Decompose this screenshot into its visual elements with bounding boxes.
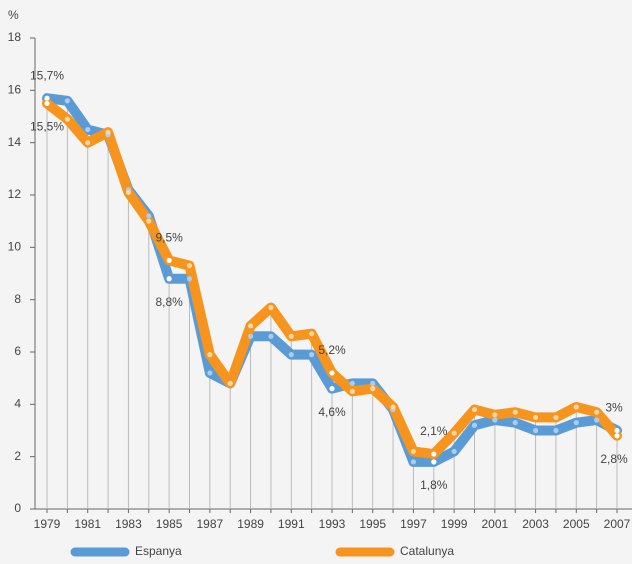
point [85,140,91,146]
y-tick-label: 16 [8,83,22,97]
point [471,422,478,428]
point [146,218,152,224]
point [186,276,193,282]
point [349,380,355,386]
x-tick-label: 1981 [74,517,101,531]
point [85,126,91,133]
point [44,95,50,101]
y-tick-label: 6 [14,344,21,358]
point [471,406,478,413]
point [247,323,254,329]
value-label: 2,8% [600,452,628,466]
point [553,414,559,421]
point [532,414,539,421]
value-label: 2,1% [420,424,448,438]
point [166,257,172,264]
point [410,448,417,455]
point [532,427,539,434]
point [410,459,417,465]
value-label: 1,8% [420,478,448,492]
point [431,451,437,457]
point [329,386,335,392]
y-tick-label: 14 [8,135,22,149]
point [186,263,193,269]
point [105,129,111,135]
y-tick-label: 10 [8,240,22,254]
y-tick-label: 0 [14,501,21,515]
point [125,189,132,195]
value-label: 9,5% [155,231,183,245]
point [492,412,498,418]
point [288,352,294,358]
point [146,213,152,219]
point [309,331,315,337]
point [512,409,518,415]
value-label: 8,8% [155,295,183,309]
point [64,116,70,122]
y-tick-label: 8 [14,292,21,306]
point [227,380,233,386]
x-tick-label: 1995 [359,517,386,531]
point [594,409,600,415]
x-tick-label: 2003 [522,517,549,531]
point [553,427,559,434]
point [166,276,172,282]
x-tick-label: 1993 [319,517,346,531]
point [573,404,579,410]
x-tick-label: 1999 [441,517,468,531]
point [370,386,376,392]
point [268,304,274,311]
y-tick-label: 2 [14,449,21,463]
value-label: 4,6% [318,405,346,419]
x-tick-label: 1989 [237,517,264,531]
legend-label: Catalunya [400,544,454,558]
point [431,459,437,465]
value-label: 5,2% [318,343,346,357]
point [512,420,518,426]
point [451,430,457,436]
point [349,388,355,394]
x-tick-label: 2005 [563,517,590,531]
point [309,352,315,358]
point [614,433,620,439]
x-tick-label: 1991 [278,517,305,531]
legend-label: Espanya [135,544,182,558]
point [329,370,335,376]
x-tick-label: 2001 [482,517,509,531]
x-tick-label: 1997 [400,517,427,531]
y-tick-label: 4 [14,397,21,411]
point [390,404,396,410]
point [207,370,213,376]
point [614,427,620,434]
point [451,448,457,455]
point [370,380,376,386]
point [573,420,579,426]
x-tick-label: 1987 [197,517,224,531]
x-tick-label: 1983 [115,517,142,531]
value-label: 15,5% [30,120,64,134]
x-tick-label: 1979 [34,517,61,531]
point [594,417,600,423]
value-label: 15,7% [30,68,64,82]
point [44,100,50,107]
y-axis-label: % [8,8,19,22]
point [247,333,254,339]
point [207,352,213,358]
y-tick-label: 12 [8,187,22,201]
point [492,417,498,423]
point [268,333,274,339]
point [288,333,294,339]
x-tick-label: 2007 [604,517,631,531]
point [64,98,70,104]
x-tick-label: 1985 [156,517,183,531]
y-tick-label: 18 [8,30,22,44]
value-label: 3% [605,401,623,415]
